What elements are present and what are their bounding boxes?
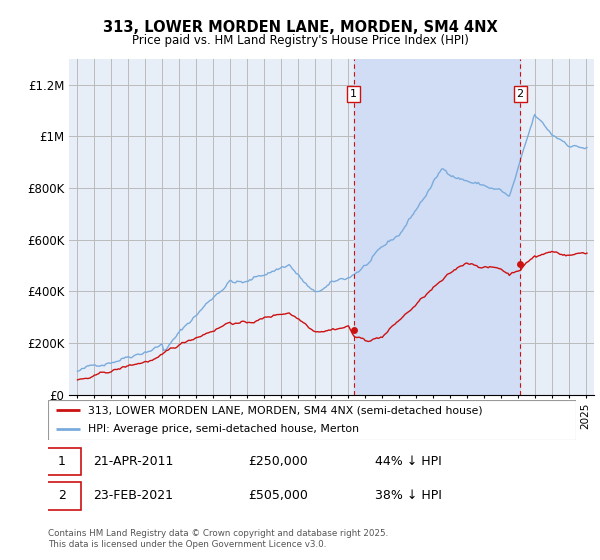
Text: 313, LOWER MORDEN LANE, MORDEN, SM4 4NX: 313, LOWER MORDEN LANE, MORDEN, SM4 4NX bbox=[103, 20, 497, 35]
Text: 1: 1 bbox=[350, 89, 357, 99]
FancyBboxPatch shape bbox=[43, 447, 81, 475]
Text: 44% ↓ HPI: 44% ↓ HPI bbox=[376, 455, 442, 468]
Text: 1: 1 bbox=[58, 455, 65, 468]
Bar bbox=[353, 59, 520, 395]
Text: 313, LOWER MORDEN LANE, MORDEN, SM4 4NX (semi-detached house): 313, LOWER MORDEN LANE, MORDEN, SM4 4NX … bbox=[88, 405, 482, 415]
FancyBboxPatch shape bbox=[43, 482, 81, 510]
Text: 2: 2 bbox=[58, 489, 65, 502]
Text: 38% ↓ HPI: 38% ↓ HPI bbox=[376, 489, 442, 502]
Text: £250,000: £250,000 bbox=[248, 455, 308, 468]
Text: Contains HM Land Registry data © Crown copyright and database right 2025.
This d: Contains HM Land Registry data © Crown c… bbox=[48, 529, 388, 549]
FancyBboxPatch shape bbox=[48, 400, 576, 440]
Text: HPI: Average price, semi-detached house, Merton: HPI: Average price, semi-detached house,… bbox=[88, 423, 359, 433]
Text: 21-APR-2011: 21-APR-2011 bbox=[93, 455, 173, 468]
Text: Price paid vs. HM Land Registry's House Price Index (HPI): Price paid vs. HM Land Registry's House … bbox=[131, 34, 469, 46]
Text: £505,000: £505,000 bbox=[248, 489, 308, 502]
Text: 23-FEB-2021: 23-FEB-2021 bbox=[93, 489, 173, 502]
Text: 2: 2 bbox=[517, 89, 524, 99]
